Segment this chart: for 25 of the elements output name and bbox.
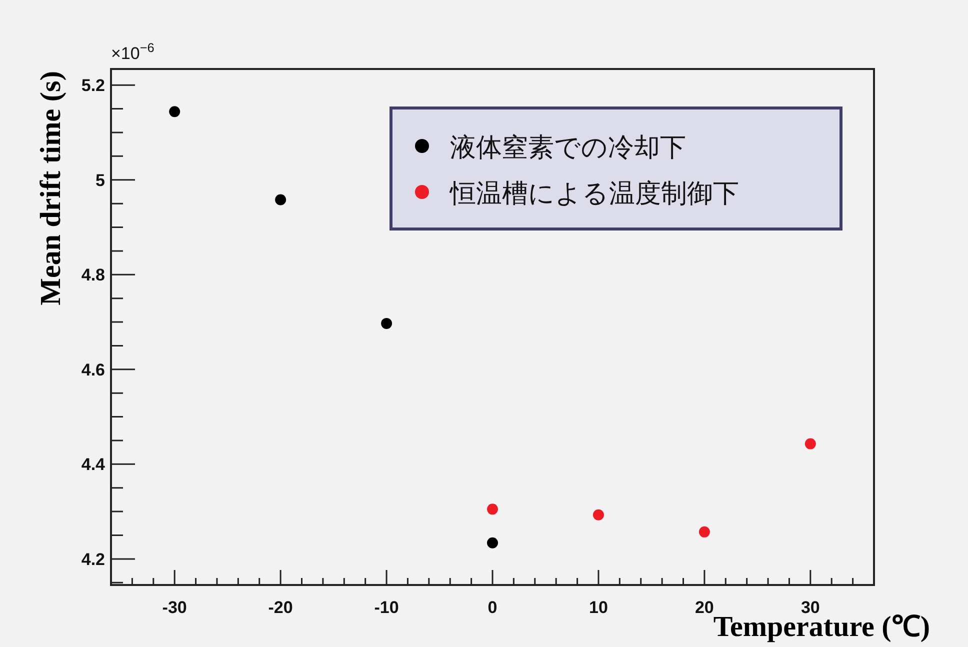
legend-label: 液体窒素での冷却下 xyxy=(450,133,686,163)
x-tick-label: 30 xyxy=(800,598,820,617)
y-tick-label: 5 xyxy=(96,170,105,190)
x-tick-label: -10 xyxy=(374,598,399,617)
point xyxy=(169,106,180,118)
y-tick-label: 5.2 xyxy=(81,76,105,96)
point xyxy=(487,504,498,515)
point xyxy=(592,509,604,520)
x-tick-label: -30 xyxy=(162,598,187,617)
y-tick-label: 4.4 xyxy=(81,455,106,474)
point xyxy=(487,537,498,548)
x-tick-label: 20 xyxy=(694,598,714,617)
y-axis-title: Mean drift time (s) xyxy=(35,71,67,306)
y-tick-label: 4.6 xyxy=(81,360,105,380)
point xyxy=(275,194,286,206)
x-tick-label: 10 xyxy=(589,598,608,617)
text: ×10$^{−6}$ xyxy=(111,40,154,63)
point xyxy=(381,318,392,329)
legend-label: 恒温槽による温度制御下 xyxy=(449,179,739,209)
y-tick-label: 4.8 xyxy=(81,266,105,285)
x-tick-label: -20 xyxy=(268,598,293,617)
y-tick-label: 4.2 xyxy=(81,550,105,569)
point xyxy=(804,438,816,450)
x-tick-label: 0 xyxy=(488,598,498,617)
point xyxy=(698,526,710,538)
